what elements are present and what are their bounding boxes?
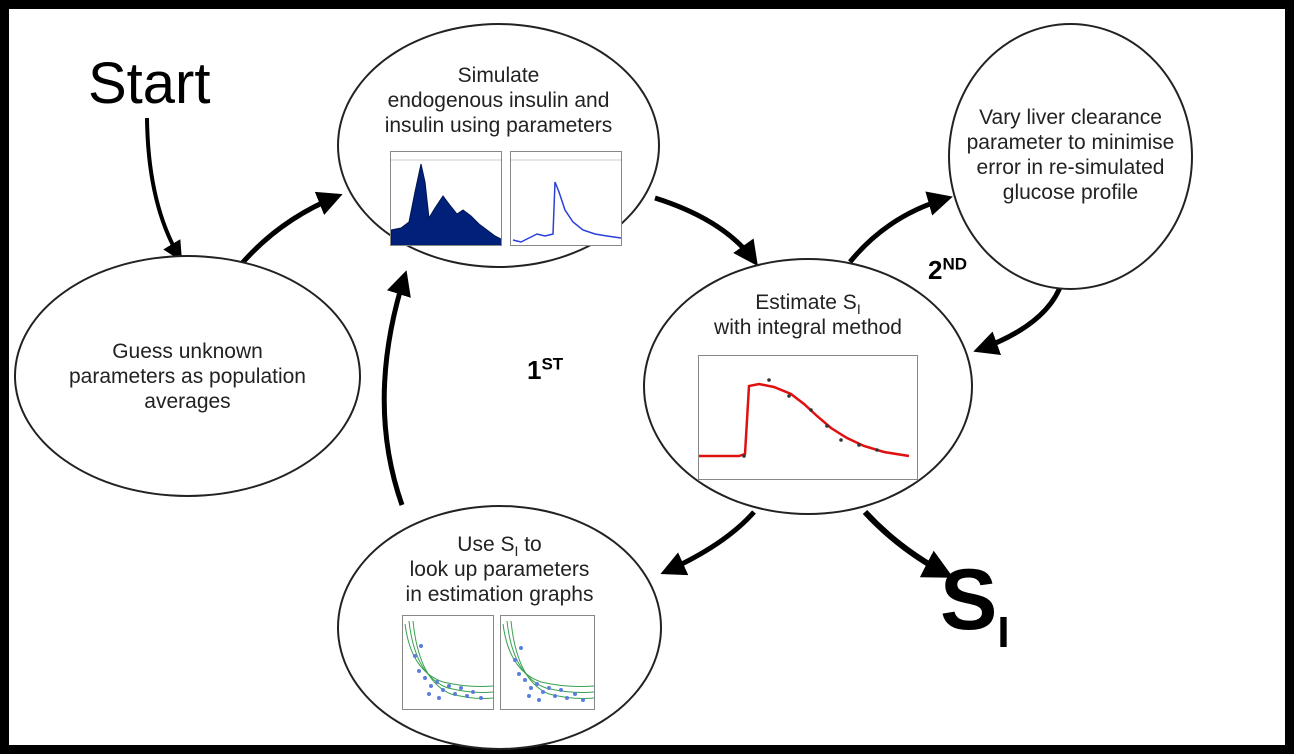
estimation-graph-thumbnail-1	[402, 615, 494, 710]
node-guess-text: Guess unknown parameters as population a…	[69, 340, 306, 413]
arrow-estimate-to-result	[862, 509, 954, 578]
estimation-points-1	[413, 644, 483, 700]
arrow-start-to-guess	[145, 117, 183, 262]
node-vary-text: Vary liver clearance parameter to minimi…	[966, 106, 1175, 204]
arrow-estimate-to-vary	[848, 191, 953, 264]
arrow-vary-to-estimate	[973, 281, 1065, 356]
loop-label-first: 1ST	[527, 354, 564, 385]
node-vary	[948, 23, 1193, 290]
node-lookup	[337, 505, 662, 750]
arrow-lookup-to-simulate	[381, 270, 411, 506]
insulin-thumbnail	[510, 151, 622, 246]
endogenous-insulin-thumbnail	[390, 151, 502, 246]
estimation-points-2	[513, 646, 585, 702]
node-lookup-text: Use SI to look up parameters in estimati…	[405, 533, 594, 606]
glucose-fit-curve	[699, 382, 910, 458]
arrow-guess-to-simulate	[236, 191, 343, 270]
arrow-estimate-to-lookup	[660, 510, 756, 576]
node-estimate-text: Estimate SI with integral method	[714, 291, 902, 339]
result-si: SI	[940, 552, 1010, 658]
glucose-data-points	[742, 378, 879, 458]
insulin-curve	[512, 181, 621, 243]
arrow-simulate-to-estimate	[654, 195, 758, 267]
start-label: Start	[88, 51, 211, 116]
endogenous-insulin-area	[391, 163, 501, 245]
loop-label-second: 2ND	[928, 254, 968, 285]
node-guess	[14, 255, 361, 497]
estimation-graph-thumbnail-2	[500, 615, 595, 710]
glucose-fit-thumbnail	[698, 355, 918, 480]
node-simulate-text: Simulate endogenous insulin and insulin …	[384, 64, 613, 137]
